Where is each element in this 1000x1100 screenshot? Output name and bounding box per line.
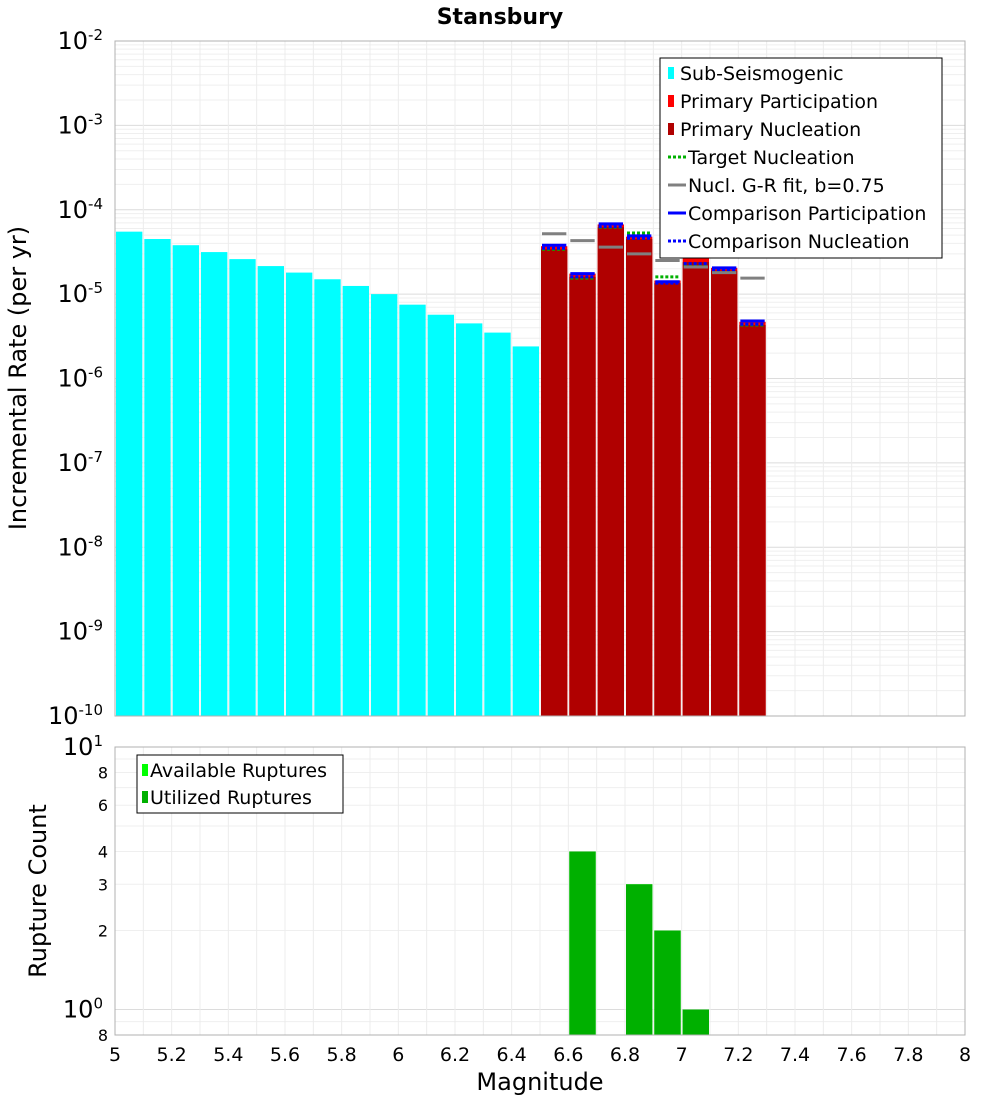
top-bar-sub-seismogenic (342, 285, 369, 716)
top-bar-sub-seismogenic (116, 231, 143, 716)
top-legend: Sub-Seismogenic Primary Participation Prim… (659, 57, 943, 259)
legend-swatch-available-ruptures (142, 764, 148, 776)
chart-title: Stansbury (437, 5, 564, 30)
x-tick-labels: 5 5.2 5.4 5.6 5.8 6 6.2 6.4 6.6 6.8 7 7.2 7.4 7.6 7.8 8 (109, 1044, 971, 1066)
x-tick-label: 5.2 (157, 1044, 187, 1066)
top-plot-border (114, 40, 966, 717)
bottom-y-tick-label: 6 (98, 796, 108, 815)
top-bar-primary-nucleation (626, 239, 653, 716)
top-bar-sub-seismogenic (484, 332, 511, 716)
x-tick-label: 6 (392, 1044, 404, 1066)
top-y-axis-title: Incremental Rate (per yr) (4, 226, 32, 530)
bottom-y-tick-label: 101 (63, 732, 103, 761)
x-tick-label: 7 (676, 1044, 688, 1066)
x-tick-label: 6.4 (497, 1044, 527, 1066)
bottom-y-tick-label: 8 (98, 763, 108, 782)
top-bar-primary-nucleation (739, 325, 766, 716)
bottom-bars (569, 851, 709, 1035)
top-bar-sub-seismogenic (172, 245, 199, 717)
top-bar-primary-nucleation (597, 227, 624, 716)
legend-label-comparison-participation: Comparison Participation (688, 203, 926, 225)
bottom-y-tick-label: 2 (98, 922, 108, 941)
x-tick-label: 7.2 (723, 1044, 753, 1066)
x-tick-label: 8 (959, 1044, 971, 1066)
x-tick-label: 6.6 (553, 1044, 583, 1066)
x-tick-label: 6.2 (440, 1044, 470, 1066)
bottom-bar-utilized-ruptures (569, 851, 596, 1035)
x-tick-label: 7.6 (837, 1044, 867, 1066)
top-y-tick-label: 10-2 (57, 26, 103, 55)
legend-swatch-sub-seismogenic (668, 67, 674, 79)
bottom-plot-border (114, 746, 966, 1036)
legend-label-primary-nucleation: Primary Nucleation (680, 119, 861, 141)
top-bar-sub-seismogenic (229, 259, 256, 716)
bottom-y-tick-label: 4 (98, 842, 108, 861)
top-bars (116, 224, 766, 717)
top-bar-primary-nucleation (682, 262, 709, 716)
top-y-tick-label: 10-3 (57, 110, 103, 139)
top-bar-sub-seismogenic (314, 279, 341, 716)
top-bar-sub-seismogenic (399, 304, 426, 716)
legend-label-utilized-ruptures: Utilized Ruptures (150, 787, 312, 809)
bottom-legend-box (136, 754, 344, 814)
x-axis-title: Magnitude (476, 1068, 603, 1096)
legend-label-sub-seismogenic: Sub-Seismogenic (680, 63, 844, 85)
top-bar-primary-nucleation (654, 283, 681, 716)
top-bar-primary-nucleation (711, 270, 738, 716)
top-bar-primary-nucleation (569, 276, 596, 716)
bottom-bar-utilized-ruptures (654, 930, 681, 1035)
top-bar-sub-seismogenic (456, 323, 483, 716)
x-tick-label: 5.4 (213, 1044, 243, 1066)
legend-swatch-utilized-ruptures (142, 791, 148, 803)
top-y-tick-label: 10-7 (57, 448, 103, 477)
top-y-tick-label: 10-8 (57, 532, 103, 561)
legend-swatch-primary-participation (668, 95, 674, 107)
x-tick-label: 5 (109, 1044, 121, 1066)
x-tick-label: 7.4 (780, 1044, 810, 1066)
x-tick-label: 6.8 (610, 1044, 640, 1066)
top-bar-sub-seismogenic (286, 272, 313, 716)
top-y-tick-label: 10-4 (57, 195, 103, 224)
legend-label-comparison-nucleation: Comparison Nucleation (688, 231, 910, 253)
top-y-tick-label: 10-6 (57, 364, 103, 393)
top-legend-box (659, 57, 943, 259)
bottom-y-axis-title: Rupture Count (24, 804, 52, 978)
top-bar-sub-seismogenic (257, 266, 284, 716)
legend-label-primary-participation: Primary Participation (680, 91, 878, 113)
bottom-y-tick-label: 3 (98, 875, 108, 894)
x-tick-label: 7.8 (893, 1044, 923, 1066)
legend-label-nucl-g-r-fit-b-0-75: Nucl. G-R fit, b=0.75 (688, 175, 885, 197)
x-tick-label: 5.6 (270, 1044, 300, 1066)
top-y-tick-label: 10-9 (57, 617, 103, 646)
bottom-legend: Available Ruptures Utilized Ruptures (136, 754, 344, 814)
top-bar-sub-seismogenic (512, 346, 539, 716)
top-bar-sub-seismogenic (144, 239, 171, 716)
top-bar-sub-seismogenic (201, 252, 228, 716)
top-bar-sub-seismogenic (371, 294, 398, 716)
legend-swatch-primary-nucleation (668, 123, 674, 135)
legend-label-available-ruptures: Available Ruptures (150, 760, 327, 782)
bottom-bar-utilized-ruptures (626, 884, 653, 1035)
x-tick-label: 5.8 (327, 1044, 357, 1066)
top-y-tick-labels: 10-10 10-9 10-8 10-7 10-6 10-5 10-4 10-3 10-2 (48, 26, 103, 730)
bottom-y-tick-label: 8 (98, 1026, 108, 1045)
top-y-tick-label: 10-10 (48, 701, 103, 730)
top-y-tick-label: 10-5 (57, 279, 103, 308)
bottom-bar-utilized-ruptures (682, 1009, 709, 1035)
legend-label-target-nucleation: Target Nucleation (687, 147, 855, 169)
bottom-y-tick-labels: 101 8 6 4 3 2 100 8 (63, 732, 108, 1045)
bottom-y-tick-label: 100 (63, 995, 103, 1024)
top-bar-primary-nucleation (541, 249, 568, 716)
top-bar-sub-seismogenic (427, 314, 454, 716)
top-lines (542, 222, 765, 327)
